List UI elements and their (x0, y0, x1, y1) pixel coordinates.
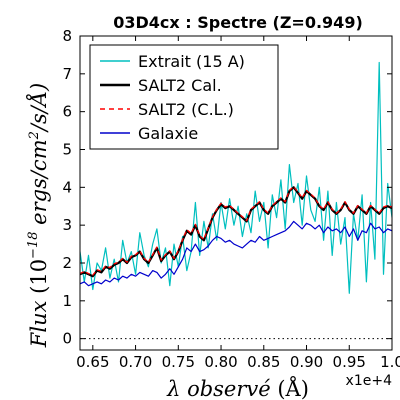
x-tick-label: 0.90 (290, 353, 323, 371)
legend-label: Extrait (15 A) (138, 52, 245, 71)
plot-area: 0.65 0.70 0.75 0.80 0.85 0.90 0.95 1.0 0 1 2 3 4 5 6 7 8 (62, 27, 400, 371)
series-line-salt2-c-l (80, 185, 392, 276)
series-line-salt2-cal (80, 186, 392, 278)
legend-label: SALT2 (C.L.) (138, 100, 234, 119)
x-tick-label: 0.85 (247, 353, 280, 371)
y-tick-label: 6 (62, 103, 72, 121)
plot-frame (79, 35, 393, 351)
y-tick-label: 7 (62, 65, 72, 83)
x-tick-label: 0.70 (119, 353, 152, 371)
y-axis-label: Flux (10−18 ergs/cm2/s/Å) (26, 83, 51, 348)
series-line-galaxie (80, 220, 392, 287)
x-tick-label: 0.75 (162, 353, 195, 371)
y-tick-label: 1 (62, 292, 72, 310)
x-axis-offset-label: x1e+4 (346, 373, 393, 389)
y-tick-label: 0 (62, 330, 72, 348)
y-tick-label: 8 (62, 27, 72, 45)
x-tick-label: 0.80 (204, 353, 237, 371)
y-tick-label: 4 (62, 178, 72, 196)
legend-label: SALT2 Cal. (138, 76, 222, 95)
x-tick-label: 1.0 (380, 353, 400, 371)
svg-text:Flux (10−18 ergs/cm2/s/Å): Flux (10−18 ergs/cm2/s/Å) (26, 83, 51, 348)
x-axis-label: λ observé (Å) (166, 376, 309, 400)
x-tick-label: 0.95 (333, 353, 366, 371)
y-tick-label: 3 (62, 216, 72, 234)
chart-title: 03D4cx : Spectre (Z=0.949) (113, 13, 363, 32)
y-tick-label: 5 (62, 140, 72, 158)
y-tick-label: 2 (62, 254, 72, 272)
legend: Extrait (15 A) SALT2 Cal. SALT2 (C.L.) Gala… (89, 44, 279, 150)
x-tick-label: 0.65 (76, 353, 109, 371)
legend-label: Galaxie (138, 124, 198, 143)
legend-box (89, 44, 279, 150)
